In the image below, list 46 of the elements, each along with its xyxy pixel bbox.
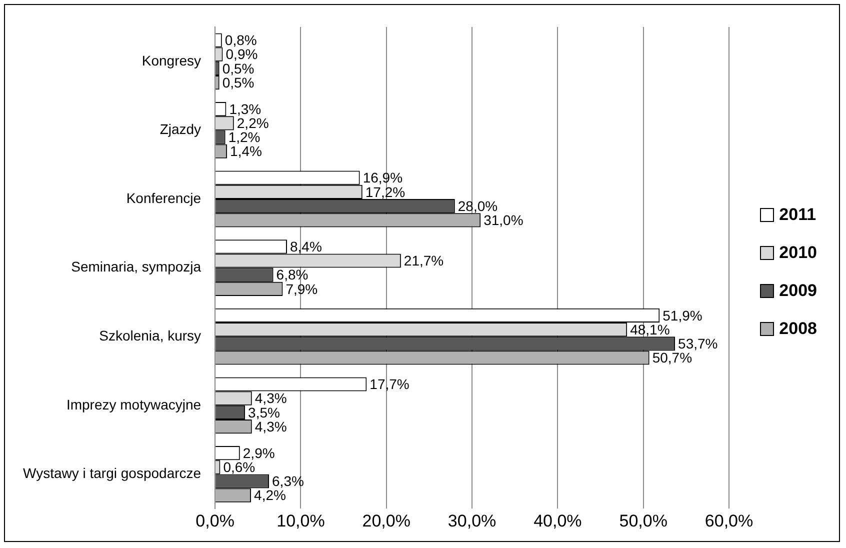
legend-label: 2008 <box>779 319 817 339</box>
x-tick-label: 0,0% <box>196 511 234 530</box>
y-tick-label: Imprezy motywacyjne <box>66 396 202 412</box>
data-label: 16,9% <box>362 170 403 186</box>
x-tick-label: 40,0% <box>534 511 582 530</box>
data-label: 6,8% <box>276 266 308 283</box>
y-tick-label: Seminaria, sympozja <box>71 258 202 275</box>
data-label: 1,4% <box>230 143 262 160</box>
y-tick-label: Kongresy <box>142 52 202 68</box>
data-label: 21,7% <box>404 252 444 269</box>
data-label: 28,0% <box>458 198 498 214</box>
y-tick-label: Wystawy i targi gospodarcze <box>22 465 202 482</box>
data-label: 50,7% <box>652 350 692 366</box>
data-label: 0,8% <box>224 32 257 48</box>
text: 2011 <box>779 205 816 225</box>
data-label: 2,9% <box>242 444 275 461</box>
data-label: 53,7% <box>678 336 718 352</box>
legend-label: 2010 <box>779 243 817 263</box>
data-label: 4,2% <box>254 487 286 504</box>
data-label: 0,9% <box>226 46 258 62</box>
x-tick-label: 10,0% <box>276 511 325 530</box>
legend-label: 2009 <box>779 281 817 301</box>
data-label: 4,3% <box>254 418 287 434</box>
x-tick-label: 20,0% <box>362 511 410 530</box>
data-label: 6,3% <box>272 473 304 490</box>
data-label: 1,3% <box>229 100 262 117</box>
y-tick-label: Konferencje <box>126 190 202 206</box>
y-tick-label: Zjazdy <box>160 121 202 138</box>
data-label: 0,6% <box>223 459 256 476</box>
data-label: 4,3% <box>254 390 287 406</box>
data-label: 1,2% <box>228 129 260 146</box>
y-tick-label: Szkolenia, kursy <box>99 327 202 344</box>
data-label: 2,2% <box>236 115 269 132</box>
data-label: 31,0% <box>484 212 524 228</box>
x-tick-label: 30,0% <box>448 511 496 530</box>
x-tick-label: 50,0% <box>619 511 668 530</box>
data-label: 8,4% <box>290 238 322 255</box>
x-tick-label: 60,0% <box>704 511 754 530</box>
data-label: 0,5% <box>222 74 254 90</box>
data-label: 7,9% <box>286 280 318 297</box>
data-label: 48,1% <box>630 321 670 338</box>
data-label: 3,5% <box>248 404 280 420</box>
data-label: 51,9% <box>662 307 702 324</box>
data-label: 17,2% <box>365 184 406 200</box>
data-label: 0,5% <box>222 60 254 76</box>
data-label: 17,7% <box>370 376 410 392</box>
